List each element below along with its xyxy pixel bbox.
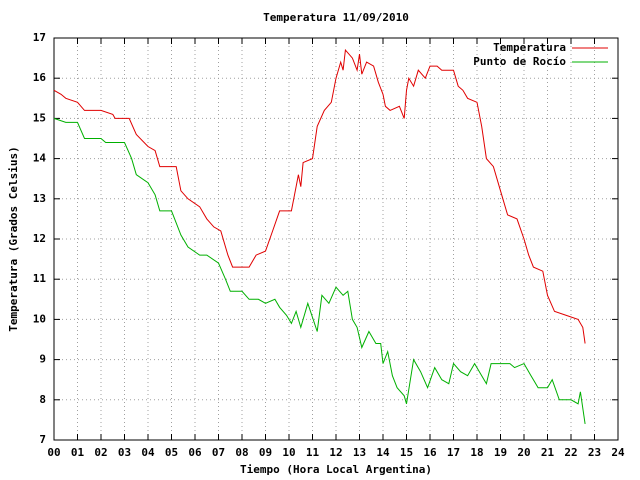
x-tick-label: 12	[329, 446, 342, 459]
x-tick-label: 06	[188, 446, 202, 459]
x-tick-label: 24	[611, 446, 625, 459]
x-tick-label: 01	[71, 446, 85, 459]
chart-title: Temperatura 11/09/2010	[263, 11, 409, 24]
y-axis-label: Temperatura (Grados Celsius)	[7, 146, 20, 331]
data-line	[53, 117, 586, 424]
x-tick-label: 03	[118, 446, 131, 459]
x-tick-label: 11	[306, 446, 320, 459]
x-tick-label: 08	[235, 446, 248, 459]
legend-label: Temperatura	[493, 41, 566, 54]
x-tick-label: 17	[447, 446, 460, 459]
x-tick-label: 04	[141, 446, 155, 459]
plot-border	[53, 37, 619, 441]
x-tick-label: 10	[282, 446, 295, 459]
legend-label: Punto de Rocío	[473, 55, 566, 68]
x-tick-label: 18	[470, 446, 483, 459]
x-tick-label: 14	[376, 446, 390, 459]
y-tick-label: 13	[33, 192, 46, 205]
x-tick-label: 02	[94, 446, 107, 459]
x-tick-label: 16	[423, 446, 437, 459]
x-tick-label: 22	[564, 446, 577, 459]
y-tick-label: 15	[33, 111, 46, 124]
y-tick-label: 8	[39, 393, 46, 406]
y-tick-label: 16	[33, 71, 47, 84]
y-tick-label: 11	[33, 272, 47, 285]
y-tick-label: 14	[33, 152, 47, 165]
x-tick-label: 15	[400, 446, 413, 459]
y-tick-label: 12	[33, 232, 46, 245]
x-tick-label: 09	[259, 446, 272, 459]
x-tick-label: 20	[517, 446, 530, 459]
y-tick-label: 10	[33, 312, 46, 325]
x-tick-label: 00	[47, 446, 60, 459]
x-tick-label: 23	[588, 446, 601, 459]
y-tick-label: 7	[39, 433, 46, 446]
x-tick-label: 19	[494, 446, 507, 459]
y-tick-label: 9	[39, 353, 46, 366]
x-tick-label: 07	[212, 446, 225, 459]
y-tick-label: 17	[33, 31, 46, 44]
x-tick-label: 21	[541, 446, 555, 459]
x-axis-label: Tiempo (Hora Local Argentina)	[240, 463, 432, 476]
data-line	[53, 48, 586, 344]
x-tick-label: 13	[353, 446, 366, 459]
x-tick-label: 05	[165, 446, 178, 459]
